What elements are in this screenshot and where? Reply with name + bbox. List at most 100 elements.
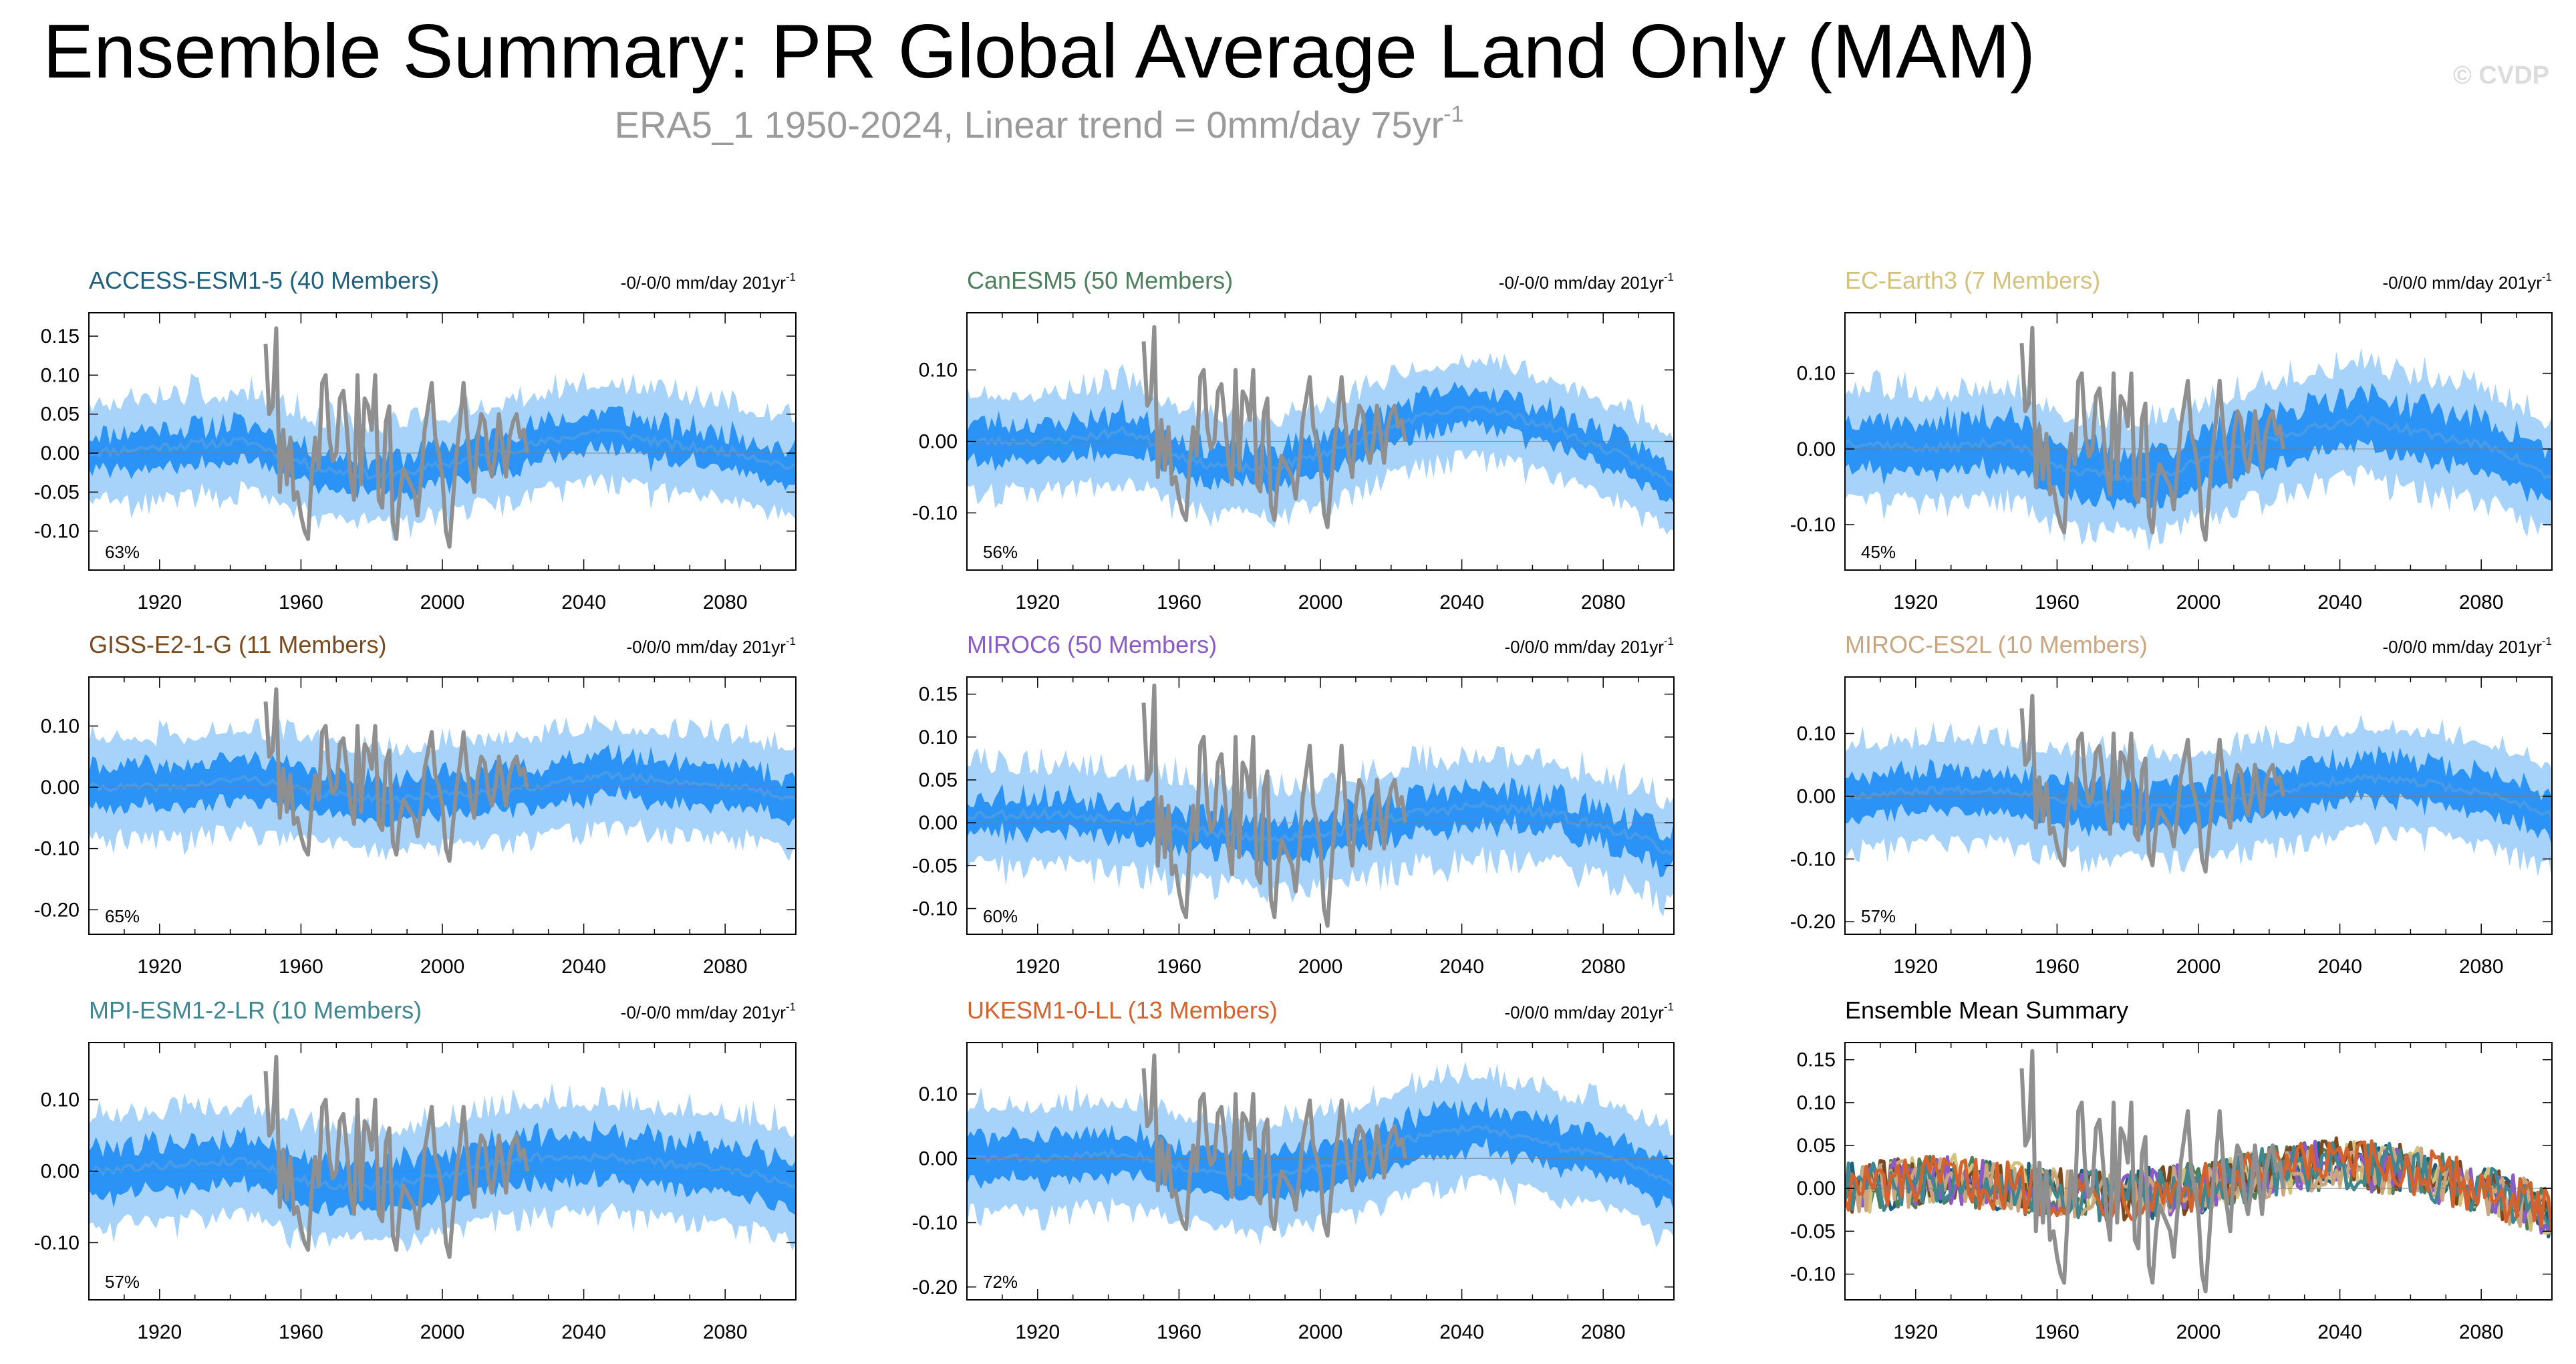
y-tick-label: -0.20 (912, 1276, 958, 1299)
observation-line (2019, 1049, 2285, 1294)
x-tick-label: 2080 (2459, 591, 2504, 613)
panel-access: ACCESS-ESM1-5 (40 Members) -0/-0/0 mm/day… (34, 267, 797, 613)
x-tick-label: 2080 (1581, 956, 1626, 978)
x-tick-label: 2000 (1298, 1321, 1343, 1343)
inner-spread-band (1845, 382, 2552, 511)
panel-percent-label: 63% (105, 542, 140, 562)
panel-title: MIROC-ES2L (10 Members) (1845, 631, 2148, 658)
inner-spread-band (89, 744, 796, 827)
x-tick-label: 1920 (137, 1321, 182, 1343)
ensemble-mean-line (89, 1151, 796, 1192)
plot-area (967, 683, 1674, 928)
observation-line (263, 687, 529, 863)
y-tick-label: 0.10 (41, 715, 80, 737)
panel-ecearth3: EC-Earth3 (7 Members) -0/0/0 mm/day 201yr… (1790, 267, 2553, 613)
x-tick-label: 2000 (2176, 956, 2221, 978)
x-tick-label: 2000 (2176, 591, 2221, 613)
x-tick-label: 1920 (137, 956, 182, 978)
x-tick-label: 2000 (1298, 956, 1343, 978)
panel-percent-label: 65% (105, 906, 140, 926)
x-tick-label: 1960 (279, 1321, 323, 1343)
y-tick-label: -0.10 (34, 838, 80, 860)
x-tick-label: 2080 (1581, 1321, 1626, 1343)
x-tick-label: 2000 (420, 956, 465, 978)
y-tick-label: -0.10 (1790, 1264, 1836, 1286)
ensemble-mean-line (89, 771, 796, 805)
y-tick-label: 0.05 (41, 404, 80, 426)
panel-ukesm: UKESM1-0-LL (13 Members) -0/0/0 mm/day 20… (912, 996, 1675, 1343)
subtitle-text: ERA5_1 1950-2024, Linear trend = 0mm/day… (614, 104, 1444, 146)
y-tick-label: 0.15 (1797, 1049, 1836, 1071)
x-tick-label: 1960 (2035, 956, 2080, 978)
panel-trend-label: -0/0/0 mm/day 201yr-1 (1504, 1000, 1674, 1022)
y-tick-label: -0.10 (912, 502, 958, 524)
x-tick-label: 2080 (2459, 956, 2504, 978)
plot-area (89, 687, 796, 863)
y-tick-label: -0.05 (34, 481, 80, 503)
y-tick-label: 0.10 (1797, 723, 1836, 745)
plot-area (1845, 1049, 2552, 1294)
y-tick-label: -0.10 (912, 898, 958, 920)
y-tick-label: 0.00 (1797, 785, 1836, 807)
x-tick-label: 2080 (703, 956, 748, 978)
y-tick-label: 0.00 (919, 1147, 958, 1170)
x-tick-label: 2040 (1439, 1321, 1484, 1343)
x-tick-label: 1960 (279, 591, 323, 613)
panel-canesm5: CanESM5 (50 Members) -0/-0/0 mm/day 201yr… (912, 267, 1675, 613)
inner-spread-band (967, 1097, 1674, 1212)
inner-spread-band (967, 381, 1674, 504)
x-tick-label: 1920 (1015, 591, 1060, 613)
panel-mpi: MPI-ESM1-2-LR (10 Members) -0/-0/0 mm/day… (34, 996, 797, 1343)
y-tick-label: 0.00 (919, 812, 958, 834)
y-tick-label: 0.00 (41, 442, 80, 464)
y-tick-label: 0.00 (919, 431, 958, 453)
panel-title: MPI-ESM1-2-LR (10 Members) (89, 996, 422, 1024)
panel-trend-label: -0/0/0 mm/day 201yr-1 (626, 635, 796, 657)
page-subtitle: ERA5_1 1950-2024, Linear trend = 0mm/day… (0, 102, 2078, 146)
panel-percent-label: 45% (1861, 542, 1896, 562)
y-tick-label: -0.10 (1790, 514, 1836, 536)
x-tick-label: 1960 (2035, 591, 2080, 613)
x-tick-label: 1960 (1157, 956, 1201, 978)
y-tick-label: 0.10 (919, 726, 958, 748)
outer-spread-band (967, 352, 1674, 535)
panel-percent-label: 57% (105, 1272, 140, 1292)
x-tick-label: 2040 (2317, 956, 2362, 978)
y-tick-label: 0.00 (41, 1161, 80, 1183)
y-tick-label: 0.15 (41, 325, 80, 348)
panel-trend-label: -0/0/0 mm/day 201yr-1 (2382, 271, 2552, 293)
panel-title: Ensemble Mean Summary (1845, 996, 2128, 1024)
y-tick-label: -0.10 (34, 521, 80, 543)
panel-title: ACCESS-ESM1-5 (40 Members) (89, 267, 439, 294)
x-tick-label: 1960 (1157, 1321, 1201, 1343)
y-tick-label: 0.00 (1797, 438, 1836, 460)
panel-miroces2l: MIROC-ES2L (10 Members) -0/0/0 mm/day 201… (1790, 631, 2553, 978)
ensemble-mean-line (1845, 773, 2552, 819)
plot-area (967, 1053, 1674, 1248)
panel-percent-label: 56% (983, 542, 1018, 562)
x-tick-label: 2000 (2176, 1321, 2221, 1343)
x-tick-label: 1920 (1015, 1321, 1060, 1343)
observation-line (2019, 694, 2285, 874)
inner-spread-band (89, 1120, 796, 1216)
observation-line (2019, 325, 2285, 542)
x-tick-label: 2000 (1298, 591, 1343, 613)
panel-summary: Ensemble Mean Summary 1920 1960 2000 2040 208… (1790, 996, 2553, 1343)
x-tick-label: 2040 (2317, 1321, 2362, 1343)
observation-line (263, 1055, 529, 1259)
y-tick-label: 0.10 (919, 360, 958, 382)
x-tick-label: 1920 (137, 591, 182, 613)
panel-miroc6: MIROC6 (50 Members) -0/0/0 mm/day 201yr-1… (912, 631, 1675, 978)
y-tick-label: 0.15 (919, 684, 958, 706)
plot-area (89, 326, 796, 549)
x-tick-label: 2080 (703, 591, 748, 613)
panel-title: EC-Earth3 (7 Members) (1845, 267, 2100, 294)
x-tick-label: 2040 (1439, 591, 1484, 613)
y-tick-label: 0.00 (41, 777, 80, 799)
page-title: Ensemble Summary: PR Global Average Land… (42, 9, 2036, 94)
y-tick-label: -0.10 (1790, 848, 1836, 870)
summary-series-line (1845, 1145, 2552, 1228)
inner-spread-band (967, 777, 1674, 877)
y-tick-label: -0.10 (34, 1232, 80, 1254)
panel-giss: GISS-E2-1-G (11 Members) -0/0/0 mm/day 20… (34, 631, 797, 978)
